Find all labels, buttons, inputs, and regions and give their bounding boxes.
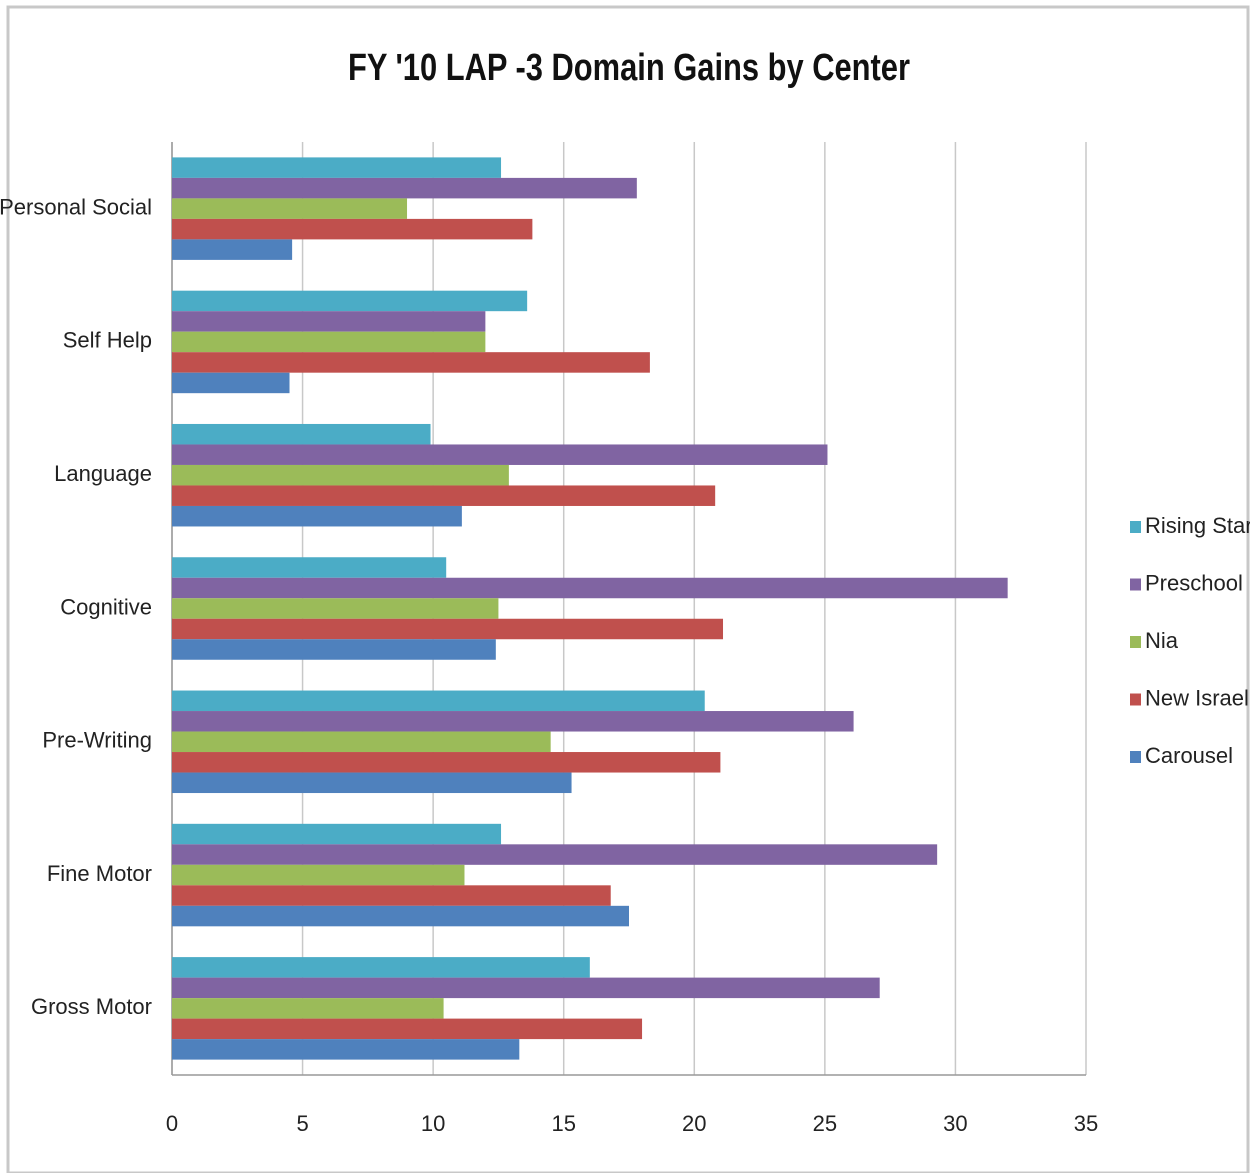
bar — [172, 957, 590, 978]
bar — [172, 485, 716, 506]
bar — [172, 177, 637, 199]
bar — [172, 864, 465, 886]
legend-swatch — [1130, 578, 1141, 591]
bar — [172, 157, 502, 178]
legend-label: New Israel — [1145, 685, 1249, 710]
bar — [172, 885, 611, 906]
bar — [172, 444, 828, 465]
bar — [172, 977, 880, 999]
bar — [172, 639, 496, 660]
bar — [172, 618, 724, 640]
bar — [172, 823, 502, 845]
x-tick-label: 5 — [296, 1111, 308, 1136]
bar — [172, 290, 528, 312]
bar — [172, 772, 572, 794]
bar — [172, 311, 486, 332]
bar — [172, 352, 650, 373]
x-tick-label: 20 — [682, 1111, 706, 1136]
x-tick-label: 10 — [421, 1111, 445, 1136]
bar — [172, 464, 509, 486]
bar — [172, 331, 486, 353]
y-tick-label: Pre-Writing — [42, 728, 152, 753]
bar — [172, 998, 444, 1019]
legend-label: Rising Star — [1145, 513, 1250, 538]
bar — [172, 905, 629, 927]
bar — [172, 557, 447, 578]
x-tick-label: 0 — [166, 1111, 178, 1136]
legend-label: Preschool — [1145, 570, 1243, 595]
bar — [172, 844, 938, 865]
y-tick-label: Language — [54, 461, 152, 486]
legend-swatch — [1130, 693, 1141, 706]
bar — [172, 423, 431, 445]
bar — [172, 218, 533, 240]
x-tick-label: 35 — [1074, 1111, 1098, 1136]
bar — [172, 239, 293, 260]
bar — [172, 1018, 643, 1040]
bar — [172, 505, 462, 527]
x-tick-label: 30 — [943, 1111, 967, 1136]
y-tick-label: Personal Social — [0, 194, 152, 219]
y-tick-label: Gross Motor — [31, 994, 152, 1019]
y-tick-label: Cognitive — [60, 594, 152, 619]
y-tick-label: Fine Motor — [47, 861, 152, 886]
bar — [172, 690, 705, 712]
chart-title: FY '10 LAP -3 Domain Gains by Center — [348, 47, 910, 89]
bar — [172, 372, 290, 394]
legend-label: Carousel — [1145, 743, 1233, 768]
bar — [172, 711, 854, 732]
bar — [172, 198, 408, 219]
bar — [172, 1039, 520, 1060]
x-tick-label: 15 — [551, 1111, 575, 1136]
bar — [172, 752, 721, 773]
y-tick-label: Self Help — [63, 328, 152, 353]
legend-swatch — [1130, 751, 1141, 763]
legend-swatch — [1130, 636, 1141, 648]
bar — [172, 577, 1008, 599]
bar — [172, 731, 551, 753]
legend-label: Nia — [1145, 628, 1179, 653]
legend-swatch — [1130, 521, 1141, 533]
bar — [172, 598, 499, 619]
x-tick-label: 25 — [813, 1111, 837, 1136]
